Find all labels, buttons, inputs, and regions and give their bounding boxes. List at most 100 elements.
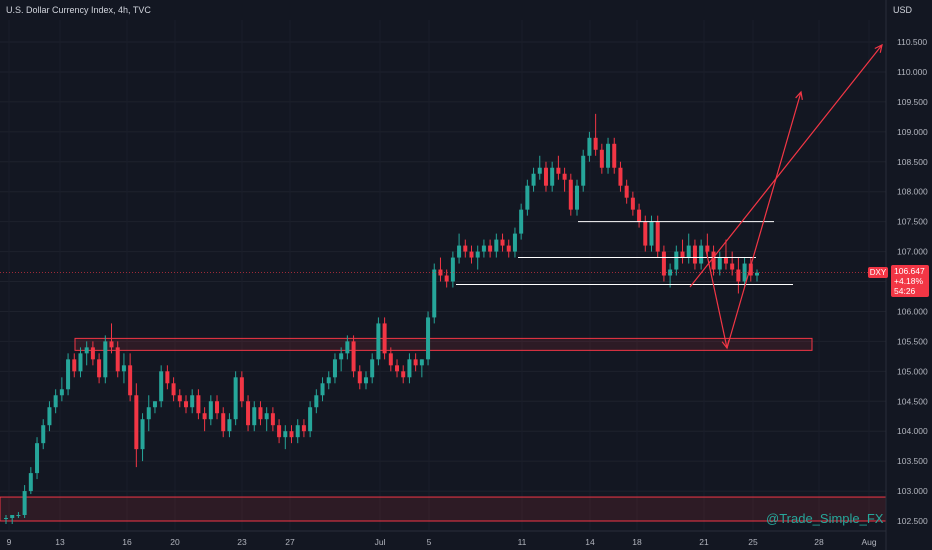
y-tick-label: 104.000 <box>897 426 928 436</box>
candle-body <box>630 197 635 210</box>
candle-body <box>376 323 381 360</box>
candle-body <box>512 233 517 252</box>
candle-body <box>475 251 480 258</box>
candle-body <box>171 383 176 396</box>
candle-body <box>593 137 598 150</box>
candle-body <box>134 395 139 450</box>
candle-body <box>159 371 164 402</box>
candle-body <box>4 518 8 520</box>
candle-body <box>730 263 735 270</box>
x-tick-label: 27 <box>285 537 295 547</box>
candle-body <box>28 473 33 492</box>
y-tick-label: 106.000 <box>897 306 928 316</box>
candle-body <box>140 419 145 450</box>
candle-body <box>717 257 722 270</box>
candle-body <box>295 425 300 438</box>
candle-body <box>649 221 654 246</box>
x-tick-label: 23 <box>237 537 247 547</box>
candle-body <box>72 359 77 372</box>
candle-body <box>258 407 263 420</box>
x-tick-label: 14 <box>585 537 595 547</box>
candle-body <box>450 257 455 282</box>
y-tick-label: 105.000 <box>897 366 928 376</box>
candle-body <box>506 245 511 252</box>
y-tick-label: 108.000 <box>897 187 928 197</box>
y-tick-label: 109.000 <box>897 127 928 137</box>
candle-body <box>723 257 728 264</box>
last-price: 106.647 <box>894 266 925 276</box>
candle-body <box>568 179 573 210</box>
y-tick-label: 107.000 <box>897 247 928 257</box>
resistance-zone <box>74 337 813 351</box>
candle-body <box>41 425 46 444</box>
x-tick-label: 9 <box>7 537 12 547</box>
candle-body <box>692 245 697 264</box>
candle-body <box>699 245 704 264</box>
candle-body <box>419 359 424 366</box>
secondary-path-arrowhead <box>874 43 883 53</box>
x-tick-label: 5 <box>427 537 432 547</box>
candle-body <box>22 491 27 516</box>
candle-body <box>587 137 592 156</box>
candle-body <box>289 431 294 438</box>
candle-body <box>755 272 759 276</box>
candle-body <box>413 359 418 366</box>
candle-body <box>10 515 15 519</box>
y-tick-label: 102.500 <box>897 516 928 526</box>
candle-body <box>314 395 319 408</box>
candle-body <box>457 245 462 258</box>
candle-body <box>90 347 95 360</box>
y-tick-label: 105.500 <box>897 336 928 346</box>
candle-body <box>624 185 629 198</box>
candle-body <box>196 395 201 414</box>
candle-body <box>481 245 486 252</box>
x-tick-label: 13 <box>55 537 65 547</box>
x-tick-label: 16 <box>122 537 132 547</box>
candle-body <box>301 425 306 432</box>
x-tick-label: 28 <box>814 537 824 547</box>
candle-body <box>270 413 275 426</box>
candle-body <box>283 431 288 438</box>
candle-body <box>686 245 691 258</box>
candle-body <box>543 167 548 186</box>
candle-body <box>469 251 474 258</box>
candle-body <box>351 341 356 372</box>
candle-body <box>736 269 741 282</box>
candle-body <box>53 395 58 408</box>
candle-body <box>332 359 337 378</box>
candle-body <box>246 401 251 426</box>
candle-body <box>208 401 213 420</box>
y-tick-label: 103.500 <box>897 456 928 466</box>
candle-body <box>674 251 679 270</box>
candle-body <box>463 245 468 252</box>
y-tick-label: 110.500 <box>897 37 927 47</box>
candle-body <box>252 407 257 426</box>
candle-body <box>599 149 604 168</box>
candle-body <box>326 377 331 384</box>
candle-body <box>711 251 716 270</box>
candle-body <box>227 419 232 432</box>
candle-body <box>78 353 83 372</box>
x-tick-label: 11 <box>518 537 527 547</box>
candle-body <box>115 347 120 372</box>
long-path-up-arrowhead <box>795 90 803 100</box>
candle-body <box>264 413 269 420</box>
candle-body <box>531 173 536 186</box>
price-change: +4.18% <box>894 276 924 286</box>
candle-body <box>382 323 387 354</box>
secondary-path <box>689 44 883 288</box>
x-tick-label: 25 <box>748 537 758 547</box>
candle-body <box>177 395 182 402</box>
candle-body <box>494 239 499 252</box>
candle-body <box>363 377 368 384</box>
x-tick-label: 21 <box>699 537 709 547</box>
candle-body <box>426 317 431 360</box>
candle-body <box>705 245 710 252</box>
candle-body <box>395 365 400 372</box>
candle-body <box>103 341 108 378</box>
candle-body <box>221 413 226 432</box>
candle-body <box>128 365 133 396</box>
candle-body <box>35 443 40 474</box>
author-watermark: @Trade_Simple_FX <box>766 511 884 526</box>
